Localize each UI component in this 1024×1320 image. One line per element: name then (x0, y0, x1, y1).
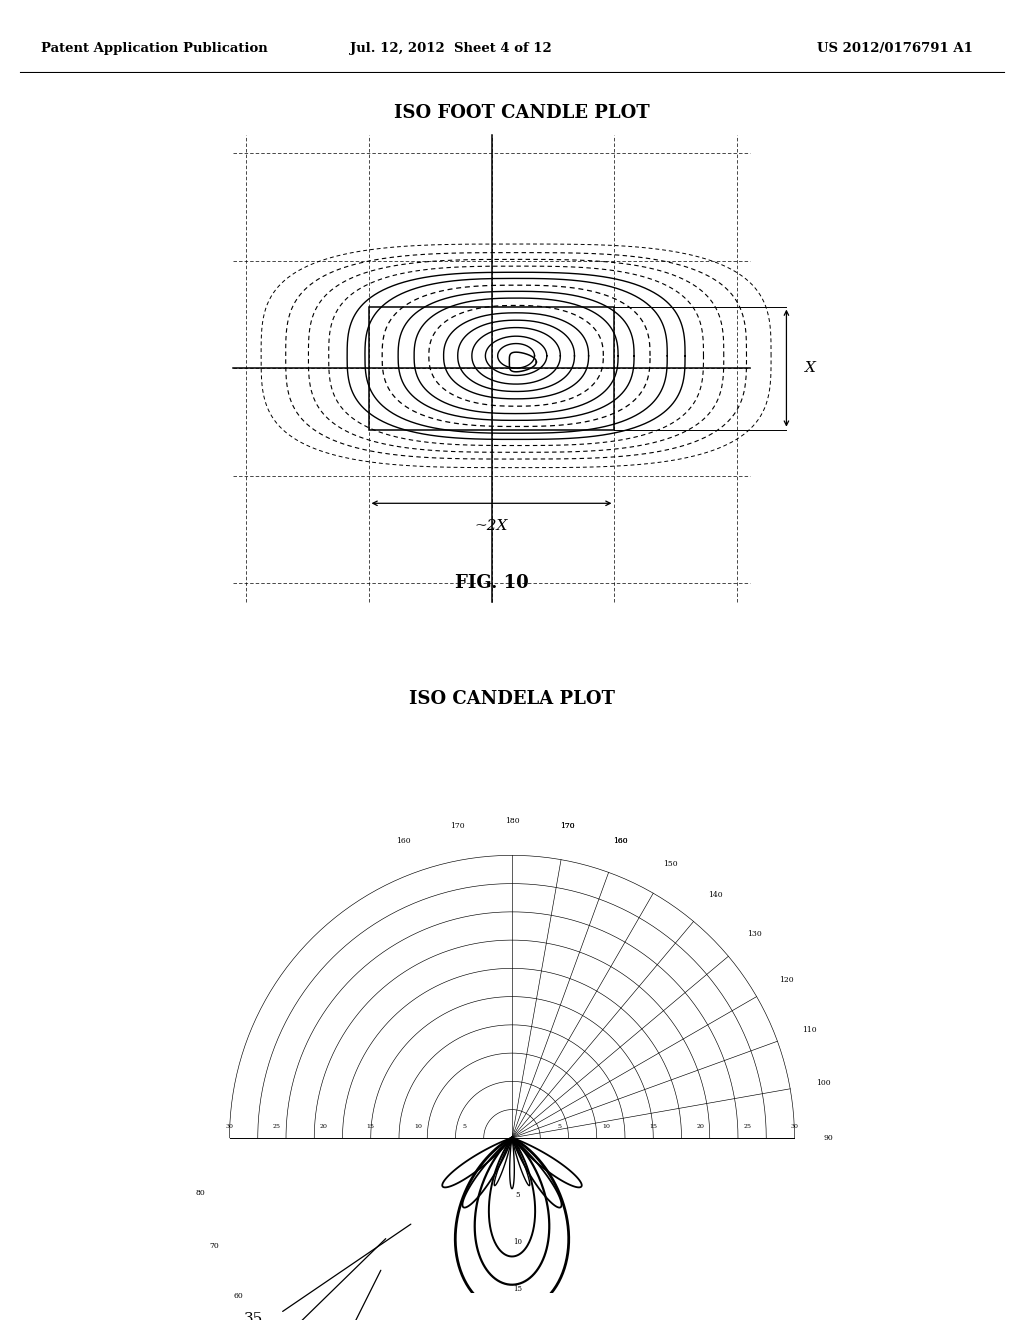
Text: 5: 5 (515, 1191, 520, 1199)
Text: 60: 60 (233, 1292, 243, 1300)
Text: 20: 20 (319, 1125, 328, 1130)
Text: ISO CANDELA PLOT: ISO CANDELA PLOT (409, 690, 615, 709)
Text: 160: 160 (396, 837, 411, 845)
Text: Patent Application Publication: Patent Application Publication (41, 42, 267, 55)
Text: 160: 160 (613, 837, 628, 845)
Text: 15: 15 (649, 1125, 657, 1130)
Text: 170: 170 (450, 822, 464, 830)
Text: 120: 120 (778, 975, 794, 983)
Text: 25: 25 (272, 1125, 281, 1130)
Text: 15: 15 (513, 1284, 522, 1292)
Text: 90: 90 (823, 1134, 834, 1142)
Text: 100: 100 (816, 1078, 830, 1086)
Text: 110: 110 (802, 1026, 816, 1034)
Text: Jul. 12, 2012  Sheet 4 of 12: Jul. 12, 2012 Sheet 4 of 12 (349, 42, 552, 55)
Text: ~2X: ~2X (475, 519, 508, 533)
Text: FIG. 10: FIG. 10 (455, 574, 528, 593)
Text: 170: 170 (560, 822, 574, 830)
Text: 30: 30 (791, 1125, 799, 1130)
Text: 15: 15 (367, 1125, 375, 1130)
Text: 160: 160 (613, 837, 628, 845)
Text: 170: 170 (560, 822, 574, 830)
Text: 10: 10 (414, 1125, 422, 1130)
Text: 130: 130 (746, 931, 762, 939)
Text: 20: 20 (696, 1125, 705, 1130)
Text: X: X (805, 362, 816, 375)
Text: 140: 140 (708, 891, 723, 899)
Text: ISO FOOT CANDLE PLOT: ISO FOOT CANDLE PLOT (394, 104, 650, 123)
Text: 0: 0 (515, 1146, 520, 1154)
Text: 5: 5 (463, 1125, 467, 1130)
Text: US 2012/0176791 A1: US 2012/0176791 A1 (817, 42, 973, 55)
Text: 180: 180 (505, 817, 519, 825)
Text: 25: 25 (743, 1125, 752, 1130)
Text: 70: 70 (210, 1242, 219, 1250)
Text: 35: 35 (244, 1312, 263, 1320)
Text: 5: 5 (557, 1125, 561, 1130)
Bar (369, 306, 614, 429)
Text: 10: 10 (602, 1125, 610, 1130)
Text: 30: 30 (225, 1125, 233, 1130)
Text: 80: 80 (196, 1189, 205, 1197)
Text: 150: 150 (663, 859, 678, 867)
Text: 10: 10 (513, 1238, 522, 1246)
